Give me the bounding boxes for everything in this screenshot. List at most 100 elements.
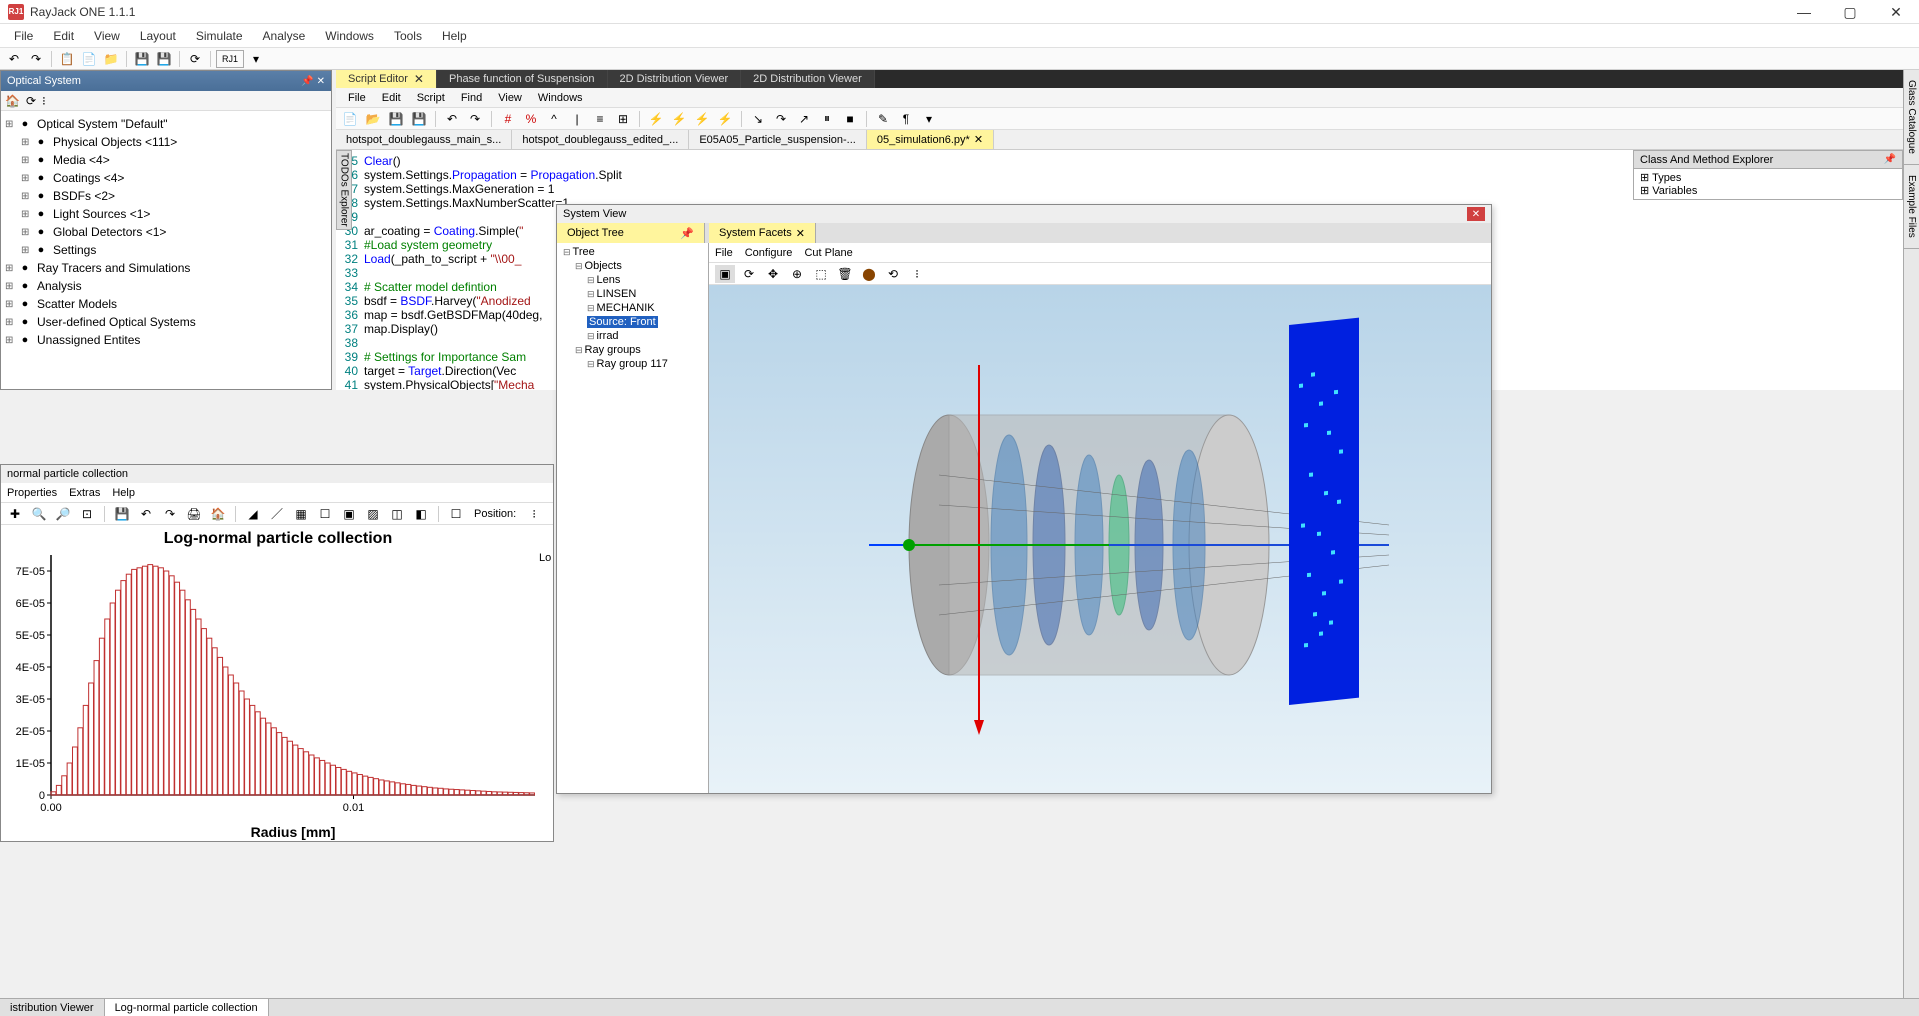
- crop-icon[interactable]: ◫: [387, 505, 407, 523]
- document-tab[interactable]: 2D Distribution Viewer: [741, 70, 875, 88]
- glass-catalogue-tab[interactable]: Glass Catalogue: [1904, 70, 1919, 165]
- chart-canvas[interactable]: Log-normal particle collection01E-052E-0…: [1, 525, 553, 841]
- undo-icon[interactable]: ↶: [136, 505, 156, 523]
- menu-view[interactable]: View: [490, 90, 530, 106]
- tree-item[interactable]: ⊟irrad: [559, 329, 706, 343]
- percent-icon[interactable]: %: [521, 110, 541, 128]
- menu-properties[interactable]: Properties: [7, 487, 57, 499]
- tree-item[interactable]: ⊞●Light Sources <1>: [5, 205, 327, 223]
- 3d-viewport[interactable]: [709, 285, 1491, 793]
- dropdown-icon[interactable]: ▾: [246, 50, 266, 68]
- open-icon[interactable]: 📂: [363, 110, 383, 128]
- tree-item[interactable]: Source: Front: [559, 315, 706, 329]
- minimize-button[interactable]: —: [1781, 0, 1827, 24]
- file-tab[interactable]: hotspot_doublegauss_main_s...: [336, 130, 512, 149]
- pin-icon[interactable]: 📌: [680, 227, 694, 240]
- undo-icon[interactable]: ↶: [4, 50, 24, 68]
- document-tab[interactable]: Phase function of Suspension: [437, 70, 608, 88]
- object-tree-tab[interactable]: Object Tree 📌: [557, 223, 705, 243]
- example-files-tab[interactable]: Example Files: [1904, 165, 1919, 249]
- close-icon[interactable]: ✕: [974, 133, 983, 146]
- pipe-icon[interactable]: |: [567, 110, 587, 128]
- window-title[interactable]: normal particle collection: [1, 465, 553, 483]
- home-icon[interactable]: 🏠: [5, 94, 20, 108]
- filter-icon[interactable]: ⁝: [524, 505, 544, 523]
- bottom-tab[interactable]: istribution Viewer: [0, 999, 105, 1016]
- redo-icon[interactable]: ↷: [465, 110, 485, 128]
- tree-item[interactable]: ⊞ ●Optical System "Default": [5, 115, 327, 133]
- menu-edit[interactable]: Edit: [374, 90, 409, 106]
- menu-find[interactable]: Find: [453, 90, 490, 106]
- tree-item[interactable]: ⊟Ray groups: [559, 343, 706, 357]
- menu-windows[interactable]: Windows: [315, 27, 384, 45]
- saveas-icon[interactable]: 💾: [409, 110, 429, 128]
- move-icon[interactable]: ✥: [763, 265, 783, 283]
- bottom-tab[interactable]: Log-normal particle collection: [105, 999, 269, 1016]
- cycle-icon[interactable]: ⟲: [883, 265, 903, 283]
- copy-icon[interactable]: 📋: [57, 50, 77, 68]
- refresh-icon[interactable]: ⟳: [739, 265, 759, 283]
- menu-edit[interactable]: Edit: [43, 27, 84, 45]
- tree-item[interactable]: ⊞●Global Detectors <1>: [5, 223, 327, 241]
- redo-icon[interactable]: ↷: [160, 505, 180, 523]
- drop-icon[interactable]: ▾: [919, 110, 939, 128]
- tree-item[interactable]: ⊞ ●Analysis: [5, 277, 327, 295]
- select-icon[interactable]: ▣: [715, 265, 735, 283]
- stepout-icon[interactable]: ↗: [794, 110, 814, 128]
- tree-item[interactable]: ⊞ ●User-defined Optical Systems: [5, 313, 327, 331]
- layout-icon[interactable]: ◧: [411, 505, 431, 523]
- refresh-icon[interactable]: ⟳: [185, 50, 205, 68]
- filter-icon[interactable]: ⁝: [907, 265, 927, 283]
- save-icon[interactable]: 💾: [112, 505, 132, 523]
- tool-icon[interactable]: ◢: [243, 505, 263, 523]
- tree-item[interactable]: ⊟Objects: [559, 259, 706, 273]
- stepover-icon[interactable]: ↷: [771, 110, 791, 128]
- close-icon[interactable]: ✕: [414, 72, 424, 86]
- close-icon[interactable]: ✕: [796, 227, 805, 240]
- system-facets-tab[interactable]: System Facets ✕: [709, 223, 816, 243]
- tree-item[interactable]: ⊞●Physical Objects <111>: [5, 133, 327, 151]
- save-icon[interactable]: 💾: [386, 110, 406, 128]
- menu-simulate[interactable]: Simulate: [186, 27, 253, 45]
- menu-script[interactable]: Script: [409, 90, 453, 106]
- save-icon[interactable]: 💾: [132, 50, 152, 68]
- pin-icon[interactable]: 📌 ✕: [301, 76, 325, 87]
- pause-icon[interactable]: ⏸: [817, 110, 837, 128]
- tree-item[interactable]: ⊞●Coatings <4>: [5, 169, 327, 187]
- close-button[interactable]: ✕: [1873, 0, 1919, 24]
- tree-item[interactable]: ⊞ ●Unassigned Entites: [5, 331, 327, 349]
- line-icon[interactable]: ／: [267, 505, 287, 523]
- menu-analyse[interactable]: Analyse: [253, 27, 316, 45]
- undo-icon[interactable]: ↶: [442, 110, 462, 128]
- tree-item[interactable]: ⊞●Media <4>: [5, 151, 327, 169]
- tree-item[interactable]: ⊟MECHANIK: [559, 301, 706, 315]
- print-icon[interactable]: 🖨: [184, 505, 204, 523]
- tree-item[interactable]: ⊞ ●Scatter Models: [5, 295, 327, 313]
- menu-help[interactable]: Help: [432, 27, 477, 45]
- bolt-icon[interactable]: ⚡: [646, 110, 666, 128]
- document-tab[interactable]: Script Editor✕: [336, 70, 437, 88]
- menu-file[interactable]: File: [340, 90, 374, 106]
- menu-tools[interactable]: Tools: [384, 27, 432, 45]
- hatch-icon[interactable]: ▨: [363, 505, 383, 523]
- tree-item[interactable]: ⊟Tree: [559, 245, 706, 259]
- menu-file[interactable]: File: [4, 27, 43, 45]
- edit-icon[interactable]: ✎: [873, 110, 893, 128]
- new-icon[interactable]: 📄: [340, 110, 360, 128]
- menu-help[interactable]: Help: [112, 487, 135, 499]
- grid-icon[interactable]: ▦: [291, 505, 311, 523]
- stop-icon[interactable]: ■: [840, 110, 860, 128]
- close-icon[interactable]: ✕: [1467, 207, 1485, 221]
- fit-icon[interactable]: ⊡: [77, 505, 97, 523]
- tree-item[interactable]: ⊟Ray group 117: [559, 357, 706, 371]
- file-tab[interactable]: E05A05_Particle_suspension-...: [689, 130, 867, 149]
- paste-icon[interactable]: 📄: [79, 50, 99, 68]
- menu-cut-plane[interactable]: Cut Plane: [804, 247, 852, 259]
- align-icon[interactable]: ≡: [590, 110, 610, 128]
- paragraph-icon[interactable]: ¶: [896, 110, 916, 128]
- rj1-icon[interactable]: RJ1: [216, 50, 244, 68]
- file-tab[interactable]: 05_simulation6.py*✕: [867, 130, 994, 149]
- menu-configure[interactable]: Configure: [745, 247, 793, 259]
- hash-icon[interactable]: #: [498, 110, 518, 128]
- menu-file[interactable]: File: [715, 247, 733, 259]
